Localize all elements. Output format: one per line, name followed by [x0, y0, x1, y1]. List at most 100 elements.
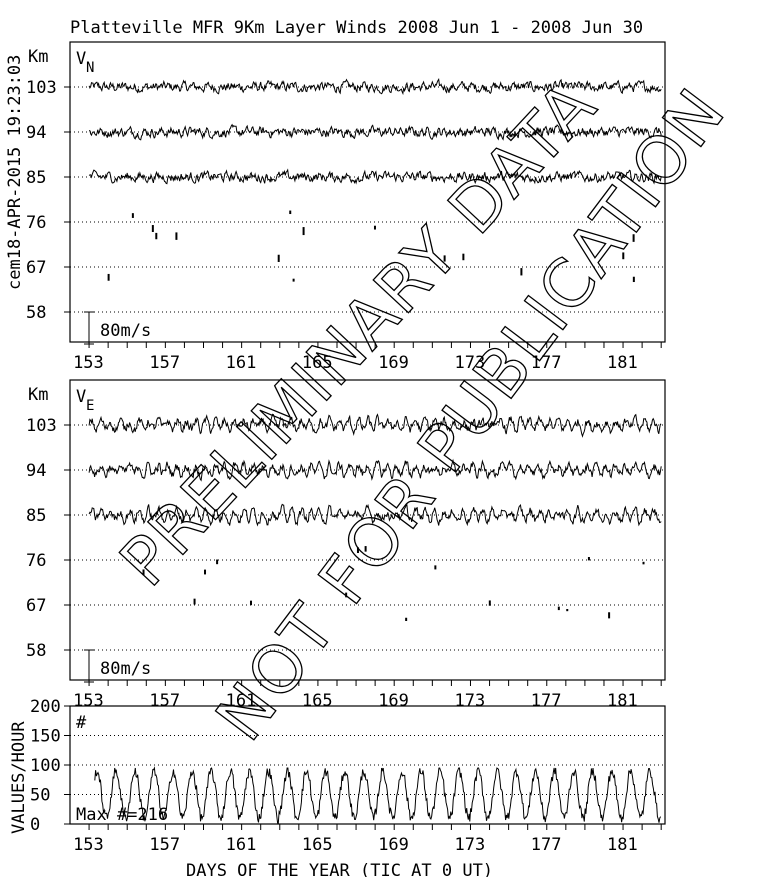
north-x-tick-label: 169: [378, 353, 409, 373]
count-x-tick-label: 177: [531, 835, 562, 855]
y-tick-label: 85: [26, 168, 46, 188]
wind-point: [520, 268, 523, 276]
wind-point: [566, 608, 569, 612]
east-x-tick-label: 169: [378, 691, 409, 711]
wind-point: [443, 255, 446, 262]
max-annotation: Max #=216: [76, 805, 168, 825]
y-tick-label: 50: [30, 786, 50, 806]
north-x-tick-label: 153: [73, 353, 104, 373]
side-stamp: cem18-APR-2015 19:23:03: [5, 55, 25, 290]
y-tick-label: 150: [30, 727, 61, 747]
count-x-tick-label: 181: [607, 835, 638, 855]
scale-label: 80m/s: [100, 321, 151, 341]
component-label: V: [76, 387, 86, 407]
wind-trace-94km: [88, 458, 662, 482]
wind-point: [131, 213, 134, 218]
wind-point: [289, 210, 292, 215]
wind-point: [302, 227, 305, 236]
y-tick-label: 103: [26, 78, 57, 98]
north-wind-panel: 103 94 85 76 67 58 Km V N 80m/s: [26, 41, 666, 345]
north-x-tick-label: 161: [226, 353, 257, 373]
y-unit-label: Km: [28, 385, 48, 405]
wind-point: [364, 546, 367, 552]
count-panel: 200 150 100 50 0 # Max #=216: [30, 697, 666, 835]
north-x-tick-label: 181: [607, 353, 638, 373]
y-tick-label: 200: [30, 697, 61, 717]
watermark: PRELIMINARY DATA NOT FOR PUBLICATION: [105, 65, 742, 755]
east-x-tick-label: 153: [73, 691, 104, 711]
wind-point: [155, 232, 158, 240]
plot-frame: [69, 41, 666, 343]
count-x-tick-label: 173: [454, 835, 485, 855]
x-axis-label: DAYS OF THE YEAR (TIC AT 0 UT): [186, 861, 493, 877]
y-tick-label: 0: [30, 815, 40, 835]
wind-point: [622, 252, 625, 260]
east-wind-panel: 103 94 85 76 67 58 Km V E 80m/s: [26, 379, 666, 683]
north-x-tick-label: 165: [302, 353, 333, 373]
north-x-tick-label: 177: [531, 353, 562, 373]
chart-title: Platteville MFR 9Km Layer Winds 2008 Jun…: [70, 18, 643, 38]
wind-point: [434, 565, 437, 570]
wind-point: [277, 254, 280, 262]
values-per-hour-trace: [94, 766, 662, 825]
wind-point: [175, 232, 178, 240]
wind-point: [557, 606, 560, 611]
count-marker-label: #: [76, 713, 87, 733]
wind-point: [142, 569, 145, 576]
wind-point: [373, 225, 376, 230]
y-tick-label: 100: [30, 756, 61, 776]
east-x-tick-label: 177: [531, 691, 562, 711]
wind-trace-85km: [88, 503, 662, 527]
wind-trace-94km: [88, 123, 662, 141]
east-x-tick-label: 181: [607, 691, 638, 711]
y-tick-label: 85: [26, 506, 46, 526]
plot-frame: [69, 379, 666, 681]
component-label: V: [76, 49, 86, 69]
north-x-tick-label: 173: [454, 353, 485, 373]
y-tick-label: 76: [26, 551, 46, 571]
count-x-tick-label: 169: [378, 835, 409, 855]
wind-point: [608, 612, 611, 619]
y-tick-label: 94: [26, 123, 46, 143]
wind-point: [151, 225, 154, 232]
plot-frame: [69, 705, 666, 825]
scale-bar: [84, 649, 94, 683]
wind-point: [193, 598, 196, 605]
y-tick-label: 58: [26, 641, 46, 661]
east-x-tick-label: 157: [149, 691, 180, 711]
wind-point: [345, 592, 348, 598]
y-tick-label: 76: [26, 213, 46, 233]
north-x-tick-label: 157: [149, 353, 180, 373]
wind-point: [488, 600, 491, 606]
count-x-tick-label: 165: [302, 835, 333, 855]
y-axis-label-count: VALUES/HOUR: [9, 721, 29, 834]
count-x-tick-label: 153: [73, 835, 104, 855]
wind-point: [356, 547, 359, 554]
wind-point: [405, 617, 408, 621]
y-tick-label: 67: [26, 596, 46, 616]
wind-point: [292, 278, 295, 282]
component-subscript: E: [86, 398, 94, 414]
east-x-tick-label: 173: [454, 691, 485, 711]
wind-point: [632, 234, 635, 242]
component-subscript: N: [86, 60, 94, 76]
y-tick-label: 58: [26, 303, 46, 323]
wind-point: [632, 276, 635, 283]
wind-point: [249, 600, 252, 606]
count-x-tick-label: 161: [226, 835, 257, 855]
wind-point: [216, 559, 219, 565]
wind-point: [462, 253, 465, 261]
wind-point: [642, 561, 645, 565]
y-tick-label: 67: [26, 258, 46, 278]
wind-point: [587, 557, 590, 561]
count-x-tick-label: 157: [149, 835, 180, 855]
wind-trace-103km: [88, 413, 662, 438]
wind-point: [107, 273, 110, 281]
y-unit-label: Km: [28, 47, 48, 67]
y-tick-label: 103: [26, 416, 57, 436]
wind-point: [204, 569, 207, 575]
scale-label: 80m/s: [100, 659, 151, 679]
y-tick-label: 94: [26, 461, 46, 481]
wind-trace-103km: [88, 78, 662, 96]
